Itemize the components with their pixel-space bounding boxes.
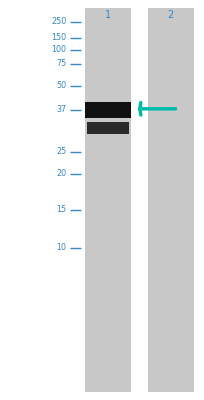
Bar [147, 8, 193, 392]
Text: 50: 50 [56, 82, 66, 90]
Text: 25: 25 [56, 148, 66, 156]
Text: 75: 75 [56, 60, 66, 68]
Text: 150: 150 [51, 34, 66, 42]
Text: 15: 15 [56, 206, 66, 214]
Text: 37: 37 [56, 106, 66, 114]
Bar [85, 102, 131, 118]
Text: 250: 250 [51, 18, 66, 26]
Text: 1: 1 [105, 10, 111, 20]
Text: 10: 10 [56, 244, 66, 252]
Bar [85, 8, 131, 392]
Text: 20: 20 [56, 170, 66, 178]
Text: 100: 100 [51, 46, 66, 54]
Text: 2: 2 [167, 10, 173, 20]
Bar [87, 122, 129, 134]
